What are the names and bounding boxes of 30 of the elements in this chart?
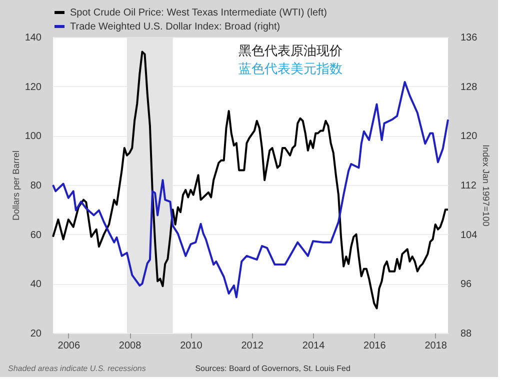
y2-tick-label: 88 — [460, 328, 472, 340]
legend-label: Trade Weighted U.S. Dollar Index: Broad (right) — [70, 22, 280, 32]
source-note: Sources: Board of Governors, St. Louis Fed — [195, 364, 350, 373]
x-tick-label: 2012 — [241, 340, 264, 352]
y2-axis-title: Index Jan 1997=100 — [481, 144, 492, 226]
x-tick-label: 2010 — [180, 340, 203, 352]
y-tick-label: 40 — [30, 279, 42, 290]
y-tick-label: 20 — [30, 328, 42, 340]
annotation: 黑色代表原油现价 — [238, 44, 343, 59]
y2-tick-label: 128 — [460, 82, 478, 93]
y2-tick-label: 104 — [460, 230, 478, 241]
y-tick-label: 100 — [24, 131, 42, 142]
y-axis-title: Dollars per Barrel — [10, 150, 21, 221]
x-tick-label: 2018 — [424, 340, 448, 352]
text: Shaded areas indicate U.S. recessions — [8, 364, 146, 373]
x-tick-label: 2014 — [302, 340, 326, 352]
y-tick-label: 120 — [24, 82, 42, 93]
annotation: 蓝色代表美元指数 — [238, 61, 343, 77]
line-series — [52, 81, 449, 298]
x-tick-label: 2016 — [364, 340, 386, 352]
y-tick-label: 80 — [30, 180, 42, 192]
y-tick-label: 60 — [30, 230, 42, 241]
y2-tick-label: 136 — [460, 32, 478, 44]
y2-tick-label: 112 — [460, 180, 477, 192]
x-tick-label: 2008 — [118, 340, 142, 352]
y2-tick-label: 120 — [460, 131, 478, 142]
x-tick-label: 2006 — [58, 340, 80, 352]
y-tick-label: 140 — [24, 32, 42, 44]
legend-label: Spot Crude Oil Price: West Texas Intermediate (WTI) (left) — [70, 8, 327, 18]
y2-tick-label: 96 — [460, 279, 472, 290]
